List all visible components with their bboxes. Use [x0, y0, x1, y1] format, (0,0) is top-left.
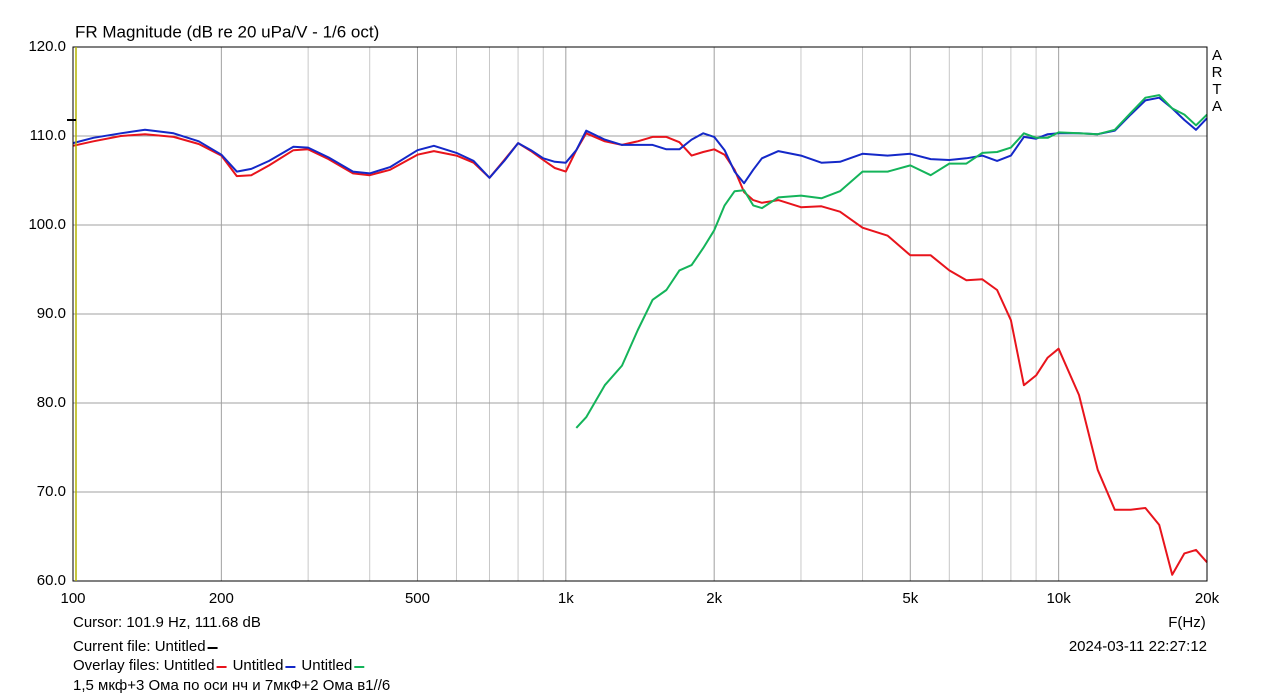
plot-lines: [72, 94, 1208, 576]
note: 1,5 мкф+3 Ома по оси нч и 7мкФ+2 Ома в1/…: [73, 677, 390, 694]
legend-label: Untitled: [164, 657, 215, 674]
y-tick-label: 80.0: [37, 394, 66, 411]
legend-label: Untitled: [233, 657, 284, 674]
y-tick-label: 70.0: [37, 483, 66, 500]
x-tick-label: 200: [209, 590, 234, 607]
x-tick-label: 2k: [706, 590, 722, 607]
current-file: Current file: Untitled: [73, 638, 206, 655]
x-tick-label: 20k: [1195, 590, 1220, 607]
x-tick-label: 10k: [1047, 590, 1072, 607]
y-tick-label: 100.0: [28, 216, 66, 233]
series-line: [575, 94, 1208, 429]
watermark-letter: A: [1212, 98, 1222, 115]
chart-title: FR Magnitude (dB re 20 uPa/V - 1/6 oct): [75, 22, 379, 41]
timestamp: 2024-03-11 22:27:12: [1069, 638, 1207, 655]
x-axis-label: F(Hz): [1168, 614, 1206, 631]
overlay-label: Overlay files:: [73, 657, 160, 674]
series-line: [72, 96, 1208, 185]
watermark-letter: A: [1212, 47, 1222, 64]
series-line: [72, 132, 1208, 576]
legend-label: Untitled: [301, 657, 352, 674]
x-tick-label: 100: [60, 590, 85, 607]
watermark-letter: R: [1212, 64, 1223, 81]
y-tick-label: 90.0: [37, 305, 66, 322]
watermark-letter: T: [1212, 81, 1221, 98]
x-tick-label: 1k: [558, 590, 574, 607]
x-tick-label: 500: [405, 590, 430, 607]
y-tick-label: 110.0: [30, 127, 66, 144]
y-tick-label: 60.0: [37, 572, 66, 589]
y-tick-label: 120.0: [28, 38, 66, 55]
plot-frame: [72, 46, 1208, 582]
x-tick-label: 5k: [902, 590, 918, 607]
cursor-readout: Cursor: 101.9 Hz, 111.68 dB: [73, 614, 261, 631]
